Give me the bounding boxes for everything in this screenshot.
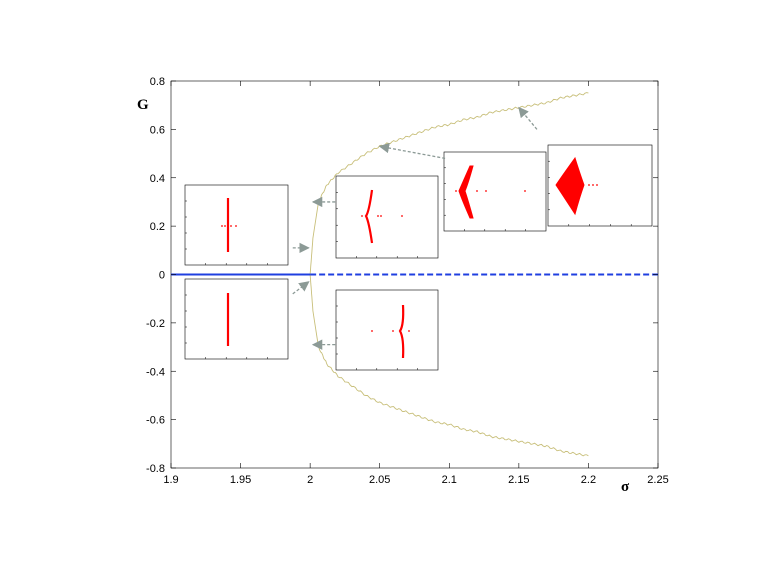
y-tick-label: 0.2 [150,221,165,233]
y-tick-label: 0.4 [150,173,165,185]
y-tick-label: -0.2 [146,318,165,330]
branch-series-0 [309,92,589,275]
x-tick-label: 2.1 [442,474,457,486]
inset-trajectory [458,165,474,219]
y-tick-label: -0.4 [146,366,165,378]
inset-panels [184,144,653,371]
inset-filled-wedge [547,144,653,227]
inset-point [377,215,379,217]
inset-point [596,184,598,186]
inset-trajectory [398,304,405,359]
x-tick-label: 2.05 [369,474,390,486]
inset-point [588,184,590,186]
inset-vertical-line-upper [184,184,289,266]
inset-vertical-line-lower [184,278,289,360]
inset-frame [335,175,439,259]
branch-curves [309,92,589,457]
inset-point [380,215,382,217]
inset-point [485,190,487,192]
inset-point [371,330,373,332]
inset-point [455,190,457,192]
inset-point [235,225,237,227]
inset-frame [335,289,439,371]
x-axis-label: σ [621,479,630,495]
inset-trajectory [364,189,374,244]
y-tick-label: -0.6 [146,415,165,427]
inset-point [230,225,232,227]
inset-point [592,184,594,186]
inset-point [392,330,394,332]
annotation-arrow [378,142,446,160]
y-tick-label: -0.8 [146,463,165,475]
x-tick-label: 1.95 [230,474,251,486]
y-tick-label: 0.8 [150,76,165,88]
inset-point [408,330,410,332]
inset-point [221,225,223,227]
x-tick-label: 1.9 [163,474,178,486]
inset-point [224,225,226,227]
inset-point [476,190,478,192]
y-tick-label: 0 [159,270,165,282]
inset-frame [184,278,289,360]
branch-series-1 [309,274,589,457]
x-tick-label: 2 [307,474,313,486]
y-tick-label: 0.6 [150,124,165,136]
x-tick-label: 2.25 [647,474,668,486]
inset-point [524,190,526,192]
axis-ticks: 1.9 1.95 2 2.05 2.1 2.15 2.2 2.25 0.8 0.6 0.4 0.2 0 -… [146,76,669,486]
inset-bent-curve-upper [335,175,439,259]
inset-trajectory [555,156,585,216]
annotation-arrow [292,281,310,295]
x-tick-label: 2.15 [508,474,529,486]
inset-point [361,215,363,217]
inset-frame [184,184,289,266]
inset-point [401,215,403,217]
inset-bent-curve-lower [335,289,439,371]
x-tick-label: 2.2 [581,474,596,486]
inset-thick-curve [443,151,547,232]
y-axis-label: G [137,97,149,113]
annotation-arrows [292,106,538,350]
